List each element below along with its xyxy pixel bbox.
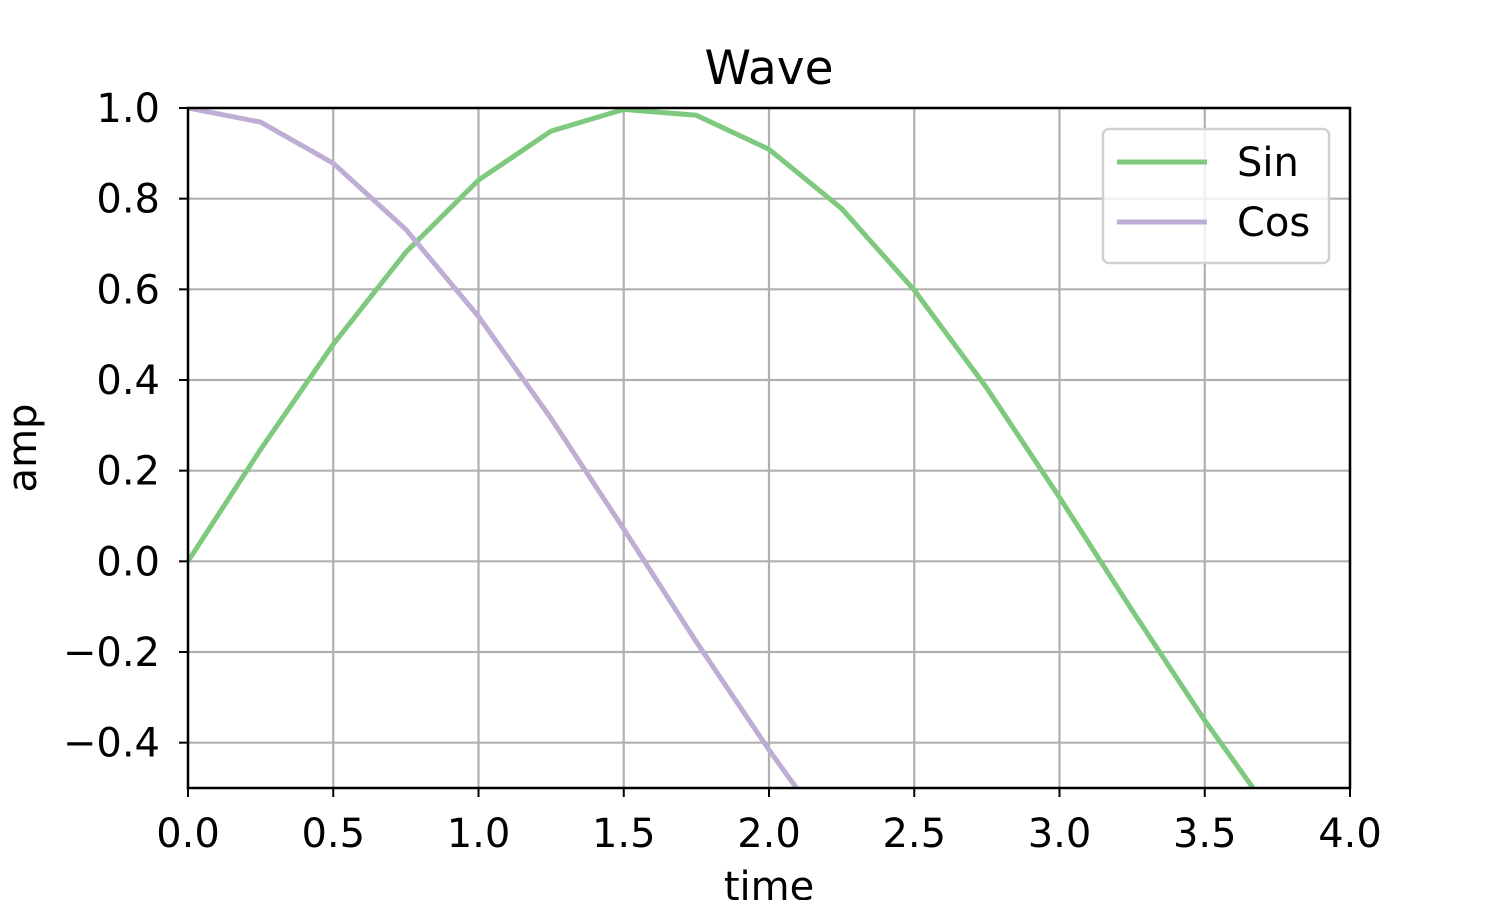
legend: Sin Cos — [1101, 127, 1331, 265]
x-axis-ticks: 0.0 0.5 1.0 1.5 2.0 2.5 3.0 3.5 4.0 — [156, 788, 1382, 857]
y-tick-label: 0.8 — [96, 177, 160, 223]
x-tick-label: 3.5 — [1173, 811, 1237, 857]
y-tick-label: 0.2 — [96, 449, 160, 495]
y-tick-label: −0.4 — [63, 721, 160, 767]
x-tick-label: 3.0 — [1028, 811, 1092, 857]
y-axis-ticks: −0.4 −0.2 0.0 0.2 0.4 0.6 0.8 1.0 — [63, 86, 188, 767]
x-tick-label: 0.5 — [301, 811, 365, 857]
x-axis-label: time — [724, 864, 814, 900]
y-tick-label: 0.6 — [96, 267, 160, 313]
x-tick-label: 4.0 — [1318, 811, 1382, 857]
legend-label-sin: Sin — [1237, 140, 1299, 186]
x-tick-label: 1.0 — [447, 811, 511, 857]
y-axis-label: amp — [0, 404, 46, 493]
chart-title: Wave — [705, 41, 834, 96]
series-line-cos — [188, 108, 800, 788]
legend-label-cos: Cos — [1237, 200, 1310, 246]
y-tick-label: 0.4 — [96, 358, 160, 404]
y-tick-label: 0.0 — [96, 539, 160, 585]
series-lines — [188, 108, 1257, 788]
x-tick-label: 2.5 — [882, 811, 946, 857]
x-tick-label: 2.0 — [737, 811, 801, 857]
y-tick-label: 1.0 — [96, 86, 160, 132]
series-line-sin — [188, 108, 1257, 788]
y-tick-label: −0.2 — [63, 630, 160, 676]
x-tick-label: 1.5 — [592, 811, 656, 857]
x-tick-label: 0.0 — [156, 811, 220, 857]
